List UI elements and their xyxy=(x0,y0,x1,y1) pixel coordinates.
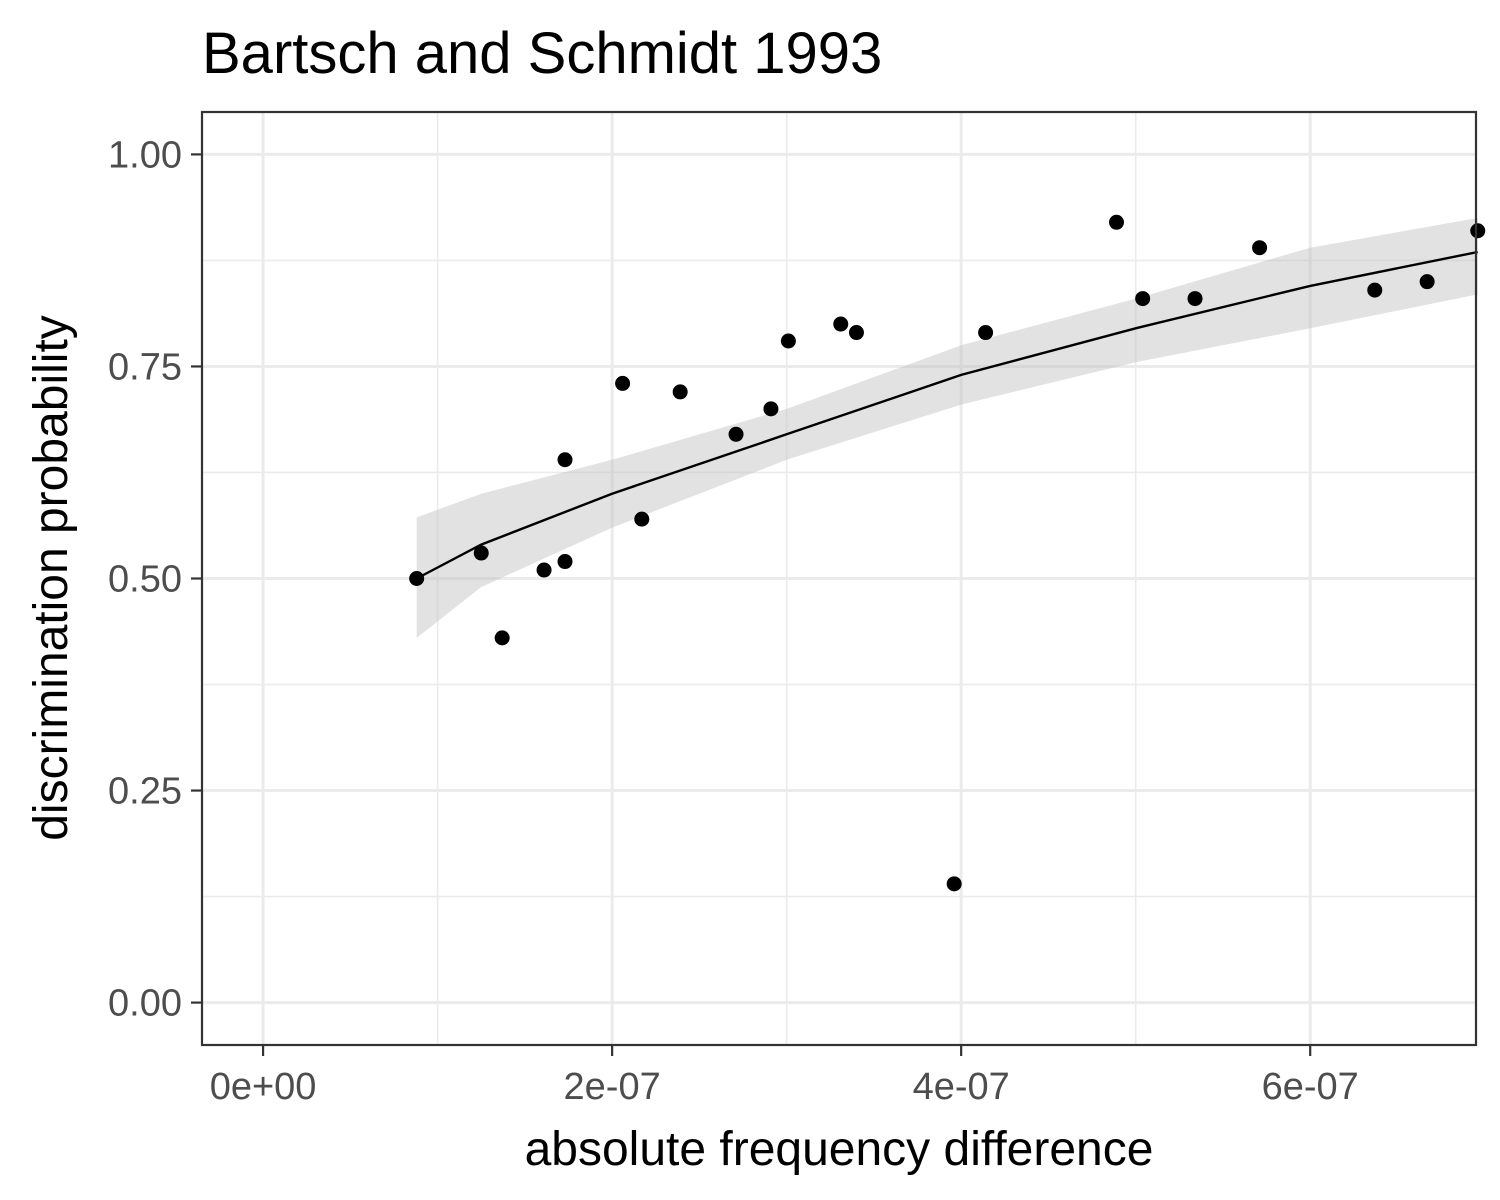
data-point xyxy=(1470,223,1486,239)
data-point xyxy=(1187,291,1203,307)
x-tick-label: 6e-07 xyxy=(1262,1066,1359,1108)
points-layer xyxy=(409,214,1486,892)
y-axis-title: discrimination probability xyxy=(25,315,78,841)
data-point xyxy=(557,452,573,468)
x-axis-title: absolute frequency difference xyxy=(525,1123,1154,1176)
data-point xyxy=(557,554,573,570)
data-point xyxy=(946,876,962,892)
data-point xyxy=(728,426,744,442)
ticks-layer: 0e+00 2e-07 4e-07 6e-07 0.00 0.25 0.50 0.75 1.00 xyxy=(108,134,1359,1108)
data-point xyxy=(634,511,650,527)
y-tick-label: 0.50 xyxy=(108,559,182,601)
y-tick-label: 0.75 xyxy=(108,346,182,388)
data-point xyxy=(978,325,994,341)
chart-title: Bartsch and Schmidt 1993 xyxy=(202,21,882,86)
data-point xyxy=(473,545,489,561)
y-tick-label: 0.25 xyxy=(108,771,182,813)
data-point xyxy=(494,630,510,646)
data-point xyxy=(536,562,552,578)
data-point xyxy=(1108,214,1124,230)
data-point xyxy=(1252,240,1268,256)
x-tick-label: 0e+00 xyxy=(210,1066,317,1108)
x-tick-label: 2e-07 xyxy=(564,1066,661,1108)
data-point xyxy=(615,375,631,391)
data-point xyxy=(1135,291,1151,307)
data-point xyxy=(763,401,779,417)
grid-layer xyxy=(202,112,1476,1045)
data-point xyxy=(780,333,796,349)
data-point xyxy=(833,316,849,332)
data-point xyxy=(672,384,688,400)
data-point xyxy=(409,571,425,586)
smooth-fit-line xyxy=(416,250,1478,580)
data-point xyxy=(848,325,864,341)
data-point xyxy=(1419,274,1435,290)
confidence-ribbon xyxy=(416,218,1478,638)
y-tick-label: 1.00 xyxy=(108,134,182,176)
y-tick-label: 0.00 xyxy=(108,983,182,1025)
data-point xyxy=(1367,282,1383,298)
x-tick-label: 4e-07 xyxy=(913,1066,1010,1108)
